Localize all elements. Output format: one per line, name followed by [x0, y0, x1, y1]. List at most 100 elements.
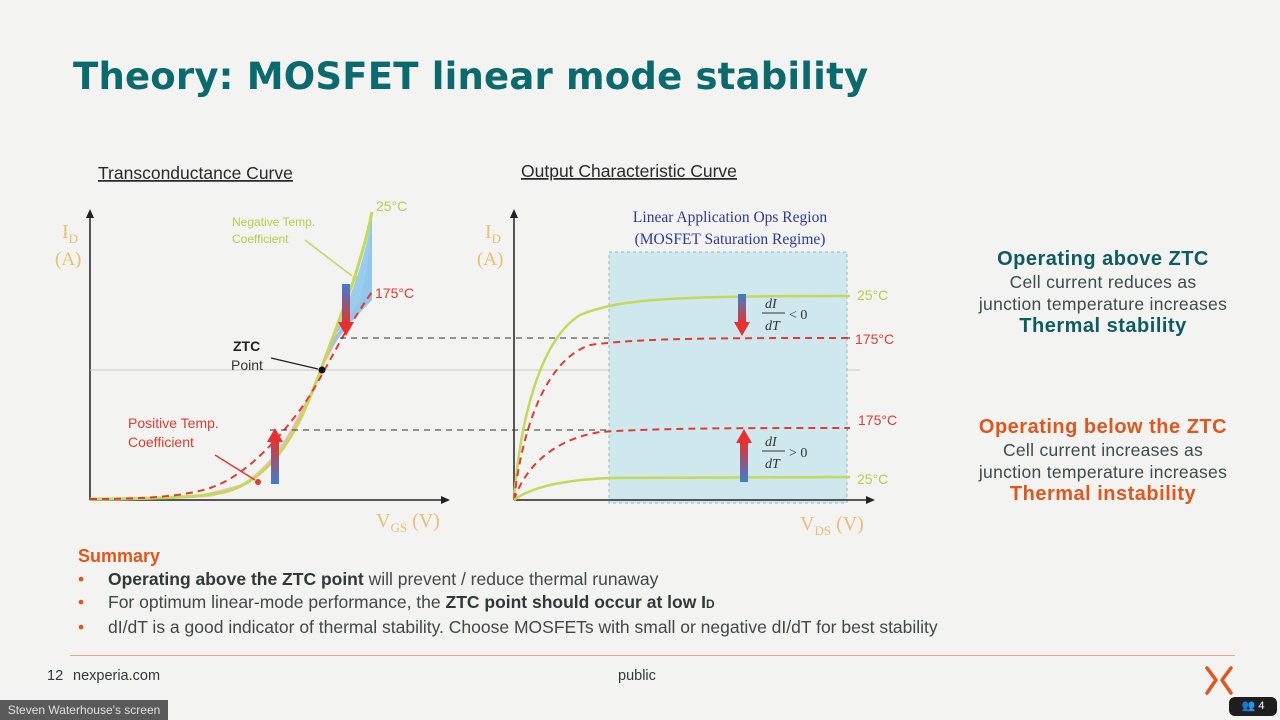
transconductance-y-unit: (A) [55, 249, 81, 270]
increasing-current-arrow [271, 440, 279, 484]
positive-coefficient-label-line2: Coefficient [128, 434, 194, 450]
output-curve-lower-25c [513, 475, 851, 502]
linear-ops-region [608, 251, 848, 504]
summary-heading: Summary [78, 546, 161, 566]
upper-didt-numerator: dI [765, 297, 778, 312]
output-x-arrowhead [866, 496, 875, 504]
summary-section: Summary • Operating above the ZTC point w… [78, 546, 1198, 639]
transconductance-y-label: ID [62, 221, 78, 246]
output-y-unit: (A) [477, 249, 503, 270]
screen-share-label: Steven Waterhouse's screen [0, 700, 168, 720]
output-y-arrowhead [510, 209, 518, 218]
page-number: 12 [47, 668, 64, 684]
transconductance-x-unit: (V) [407, 510, 440, 532]
transconductance-heading: Transconductance Curve [98, 163, 293, 183]
participants-button[interactable]: 👥 4 [1229, 697, 1277, 716]
bullet-icon: • [78, 592, 85, 612]
output-y-subscript: D [492, 231, 501, 246]
output-curve-upper-175c [513, 337, 851, 501]
transconductance-y-subscript: D [69, 231, 78, 246]
negative-coefficient-label-line2: Coefficient [232, 232, 289, 246]
summary-item: • Operating above the ZTC point will prev… [78, 568, 1198, 591]
negative-coefficient-dot [352, 275, 358, 281]
increasing-arrowhead [267, 428, 283, 442]
output-label-lower-25c: 25°C [857, 471, 888, 487]
negative-coefficient-leader [304, 239, 353, 277]
y-axis-arrowhead [86, 209, 94, 218]
output-decrease-arrow [738, 294, 746, 324]
summary-list: • Operating above the ZTC point will prev… [78, 568, 1198, 639]
footer-classification: public [618, 668, 656, 684]
positive-coefficient-dot [255, 479, 261, 485]
positive-coefficient-label-line1: Positive Temp. [128, 415, 219, 431]
output-heading: Output Characteristic Curve [521, 161, 737, 181]
summary-item2-text: For optimum linear-mode performance, the [108, 592, 446, 612]
linear-ops-region-label-line1: Linear Application Ops Region [633, 209, 827, 226]
positive-coefficient-leader [214, 454, 256, 481]
output-increase-arrowhead [736, 429, 752, 443]
below-ztc-line2: junction temperature increases [978, 462, 1228, 482]
output-y-symbol: I [485, 221, 492, 243]
upper-didt-relation: < 0 [789, 308, 807, 323]
summary-item: • dI/dT is a good indicator of thermal st… [78, 616, 1198, 639]
lower-didt-formula: dI dT > 0 [762, 435, 807, 472]
footer-site: nexperia.com [73, 668, 161, 684]
transconductance-label-175c: 175°C [375, 285, 414, 301]
transconductance-curve-175c [89, 291, 373, 500]
above-ztc-heading: Operating above ZTC [997, 248, 1209, 270]
output-increase-arrow [740, 442, 748, 482]
transconductance-label-25c: 25°C [376, 198, 407, 214]
transconductance-y-symbol: I [62, 221, 69, 243]
participants-count: 4 [1258, 700, 1265, 712]
x-axis-arrowhead [441, 496, 450, 504]
negative-coefficient-label-line1: Negative Temp. [232, 215, 315, 229]
output-x-subscript: DS [814, 523, 831, 538]
below-ztc-heading: Operating below the ZTC [978, 416, 1228, 438]
transconductance-x-label: VGS (V) [376, 510, 440, 535]
output-y-label: ID [485, 221, 501, 246]
output-curve-upper-25c [512, 294, 851, 501]
operating-below-ztc-note: Operating below the ZTC Cell current inc… [938, 416, 1268, 506]
upper-didt-denominator: dT [765, 319, 781, 334]
output-label-upper-25c: 25°C [857, 287, 888, 303]
summary-item3-text: dI/dT is a good indicator of thermal sta… [108, 617, 938, 637]
lower-didt-numerator: dI [765, 435, 778, 450]
summary-item1-bold: Operating above the ZTC point [108, 569, 364, 589]
summary-item2-subscript: D [706, 597, 715, 611]
above-ztc-line1: Cell current reduces as [1009, 272, 1197, 292]
upper-didt-formula: dI dT < 0 [762, 297, 807, 334]
summary-item2-bold: ZTC point should occur at low I [445, 592, 707, 612]
below-ztc-line1: Cell current increases as [1002, 440, 1204, 460]
slide-title: Theory: MOSFET linear mode stability [73, 55, 869, 98]
output-x-unit: (V) [831, 513, 864, 535]
ztc-point-marker [318, 366, 326, 374]
output-x-symbol: V [800, 513, 815, 535]
transconductance-curve-25c [89, 211, 374, 501]
output-decrease-arrowhead [734, 322, 750, 336]
output-label-lower-175c: 175°C [858, 412, 897, 428]
ztc-label: ZTC [233, 338, 260, 354]
output-x-label: VDS (V) [800, 513, 864, 538]
nexperia-logo [1205, 666, 1233, 695]
summary-item1-text: will prevent / reduce thermal runaway [363, 569, 659, 589]
bullet-icon: • [78, 617, 85, 637]
lower-didt-relation: > 0 [789, 446, 807, 461]
decreasing-current-arrow [342, 284, 350, 324]
footer-divider [70, 655, 1235, 656]
ztc-point-label: Point [231, 357, 263, 373]
below-ztc-verdict: Thermal instability [1009, 483, 1197, 505]
negative-coefficient-wedge [335, 215, 372, 335]
operating-above-ztc-note: Operating above ZTC Cell current reduces… [938, 248, 1268, 338]
output-curve-lower-175c [513, 427, 851, 501]
transconductance-x-subscript: GS [390, 520, 407, 535]
linear-ops-region-label-line2: (MOSFET Saturation Regime) [635, 231, 826, 248]
ztc-leader-line [270, 357, 319, 370]
lower-didt-denominator: dT [765, 457, 781, 472]
transconductance-x-symbol: V [376, 510, 391, 532]
decreasing-arrowhead [338, 322, 354, 336]
bullet-icon: • [78, 569, 85, 589]
above-ztc-line2: junction temperature increases [978, 294, 1228, 314]
output-label-upper-175c: 175°C [855, 331, 894, 347]
summary-item: • For optimum linear-mode performance, th… [78, 591, 1198, 616]
